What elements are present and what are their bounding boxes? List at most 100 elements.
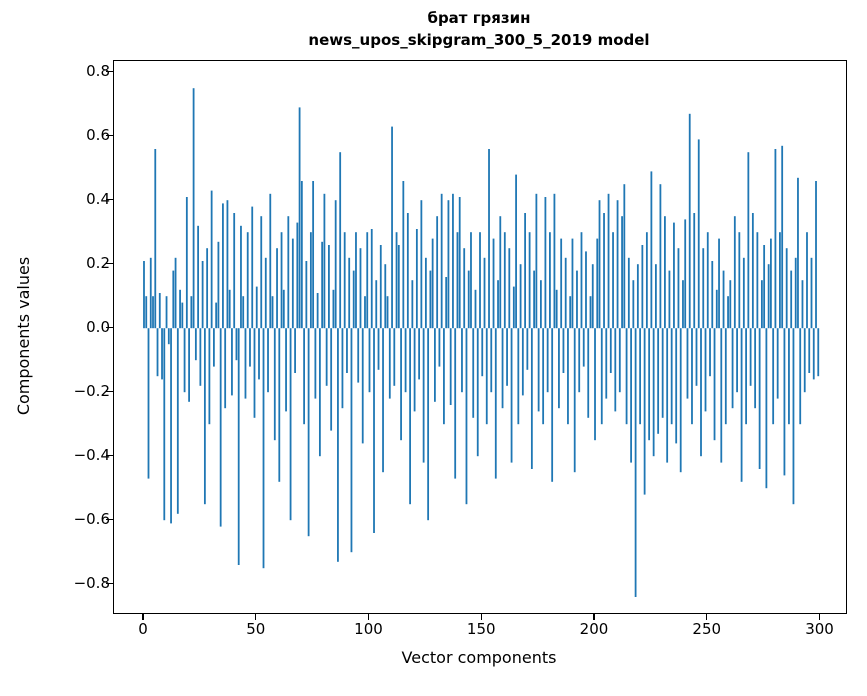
bar <box>253 328 256 418</box>
bar <box>384 264 387 329</box>
bar <box>591 264 594 329</box>
bar <box>643 328 646 495</box>
bar <box>483 257 486 329</box>
bar <box>765 328 768 489</box>
bar <box>379 245 382 329</box>
bar <box>686 328 689 399</box>
bar <box>470 232 472 329</box>
bar <box>697 139 700 329</box>
plot-area <box>113 60 847 614</box>
bar <box>758 328 761 469</box>
bar <box>776 328 779 399</box>
bar <box>174 257 177 329</box>
bar <box>772 328 775 425</box>
bar <box>812 328 815 380</box>
bar <box>217 241 220 329</box>
y-tick-label: −0.8 <box>73 574 110 593</box>
bar <box>751 213 754 329</box>
bar <box>377 328 380 370</box>
bar <box>600 328 603 425</box>
bar <box>503 232 506 329</box>
y-tick-label: −0.6 <box>73 510 110 529</box>
bar <box>673 222 675 329</box>
bar <box>788 328 790 425</box>
bar <box>287 216 290 329</box>
bar <box>742 257 745 329</box>
bar <box>715 289 718 329</box>
bar <box>242 296 245 329</box>
bar <box>684 219 687 329</box>
bar <box>163 328 166 521</box>
bar <box>657 328 660 434</box>
bar <box>393 328 396 386</box>
bar <box>226 200 229 329</box>
bar <box>285 328 287 412</box>
bar <box>490 328 493 393</box>
bar <box>348 257 351 329</box>
bar <box>458 197 461 329</box>
bar <box>368 328 371 393</box>
bar <box>551 328 554 482</box>
bar <box>402 181 405 329</box>
bar <box>630 328 632 463</box>
bar <box>659 184 662 329</box>
bar <box>237 328 240 565</box>
bar <box>172 270 175 329</box>
bar <box>341 328 344 409</box>
bar <box>501 328 504 409</box>
bar <box>472 328 475 418</box>
bar <box>621 216 623 329</box>
bar <box>546 328 549 393</box>
bar <box>605 328 608 399</box>
bar <box>729 280 732 329</box>
bar <box>147 328 150 479</box>
bar <box>549 232 551 329</box>
bar <box>702 248 705 329</box>
bar <box>298 107 301 329</box>
bar <box>278 328 281 482</box>
bar <box>213 328 215 367</box>
bar <box>720 328 723 463</box>
bar <box>411 280 414 329</box>
bar <box>179 289 181 329</box>
bar <box>770 238 772 329</box>
bar <box>422 328 425 463</box>
bar <box>632 280 635 329</box>
bar <box>512 286 515 329</box>
bar <box>339 152 342 329</box>
y-tick-label: −0.2 <box>73 382 110 401</box>
bar <box>810 257 813 329</box>
bar <box>774 149 777 329</box>
bar <box>650 171 653 329</box>
bar <box>445 277 448 329</box>
bar <box>328 245 330 329</box>
bar <box>400 328 402 441</box>
bar <box>738 232 741 329</box>
bar <box>258 328 260 380</box>
bar <box>357 328 360 383</box>
bar <box>794 257 797 329</box>
bar <box>296 222 299 329</box>
bar <box>176 328 179 514</box>
bar <box>418 328 421 380</box>
bar <box>332 289 335 329</box>
bar <box>569 296 572 329</box>
bar <box>190 296 193 329</box>
bar <box>661 328 664 418</box>
bar <box>291 238 294 329</box>
bar <box>634 328 637 597</box>
bar <box>276 248 278 329</box>
bar <box>280 232 283 329</box>
bar <box>343 232 346 329</box>
y-tick-label: 0.2 <box>86 254 110 273</box>
bar <box>158 293 161 329</box>
bar <box>740 328 743 482</box>
bar <box>580 232 583 329</box>
x-tick-mark <box>255 613 257 620</box>
bar <box>679 328 682 473</box>
x-tick-label: 200 <box>579 620 609 638</box>
bar <box>463 248 466 329</box>
bar <box>562 328 565 373</box>
bar <box>749 328 752 386</box>
bar <box>763 245 766 329</box>
